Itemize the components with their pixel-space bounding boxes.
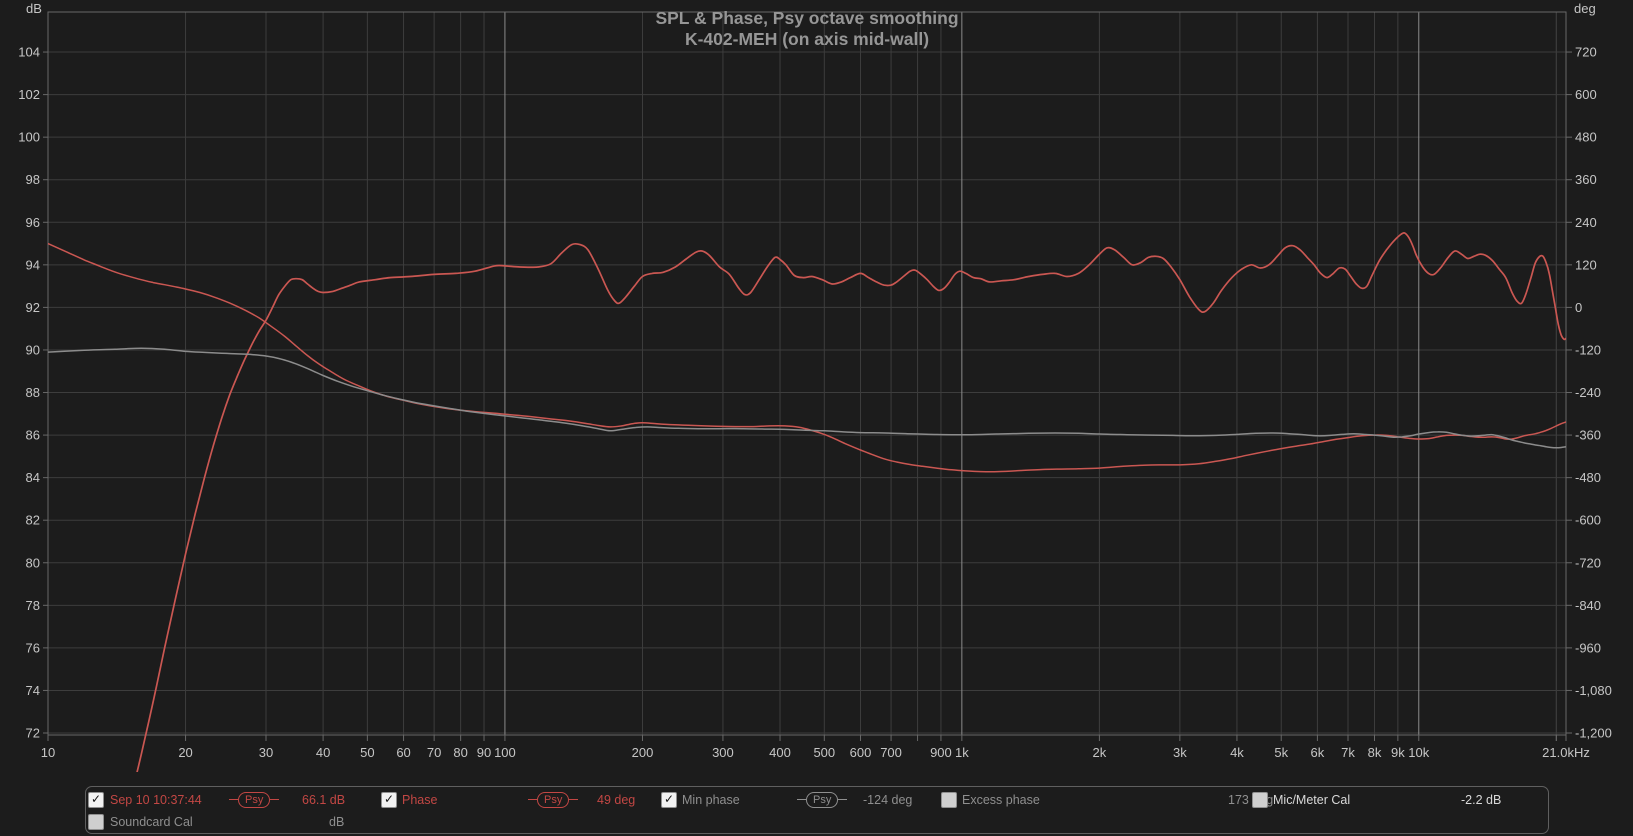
svg-text:104: 104 [18,45,40,60]
svg-text:90: 90 [26,342,40,357]
svg-text:84: 84 [26,470,40,485]
svg-text:700: 700 [880,745,902,760]
min-phase-label: Min phase [682,793,740,807]
svg-text:9k: 9k [1391,745,1405,760]
svg-text:120: 120 [1575,257,1597,272]
svg-text:92: 92 [26,300,40,315]
svg-text:74: 74 [26,683,40,698]
svg-text:76: 76 [26,640,40,655]
svg-text:1k: 1k [955,745,969,760]
phase-label: Phase [402,793,438,807]
soundcard-cal-unit: dB [329,815,345,829]
mic-meter-cal-label: Mic/Meter Cal [1273,793,1351,807]
measurement-checkbox[interactable]: ✓ [88,792,104,808]
trace-sep-10-10-37-44-spl [136,232,1566,772]
svg-text:-720: -720 [1575,555,1601,570]
svg-text:0: 0 [1575,300,1582,315]
grid [48,12,1566,735]
svg-text:78: 78 [26,598,40,613]
svg-text:82: 82 [26,513,40,528]
phase-value: 49 deg [597,793,636,807]
excess-phase-checkbox[interactable] [941,792,957,808]
phase-smoothing-badge[interactable]: Psy [528,791,579,808]
min-phase-smoothing-badge[interactable]: Psy [797,791,848,808]
svg-text:600: 600 [850,745,872,760]
svg-text:600: 600 [1575,87,1597,102]
svg-text:-120: -120 [1575,342,1601,357]
svg-text:5k: 5k [1274,745,1288,760]
excess-phase-label: Excess phase [962,793,1040,807]
svg-text:480: 480 [1575,130,1597,145]
svg-text:100: 100 [494,745,516,760]
svg-text:400: 400 [769,745,791,760]
svg-text:50: 50 [360,745,374,760]
svg-text:30: 30 [259,745,273,760]
axis-labels: 1041021009896949290888684828078767472720… [18,45,1612,760]
min-phase-checkbox[interactable]: ✓ [661,792,677,808]
svg-text:900: 900 [930,745,952,760]
traces [48,232,1566,772]
svg-text:90: 90 [477,745,491,760]
plot-border [47,11,1567,736]
phase-checkbox[interactable]: ✓ [381,792,397,808]
svg-text:200: 200 [632,745,654,760]
right-axis-unit: deg [1574,1,1596,16]
trace-min-phase [48,347,1566,449]
svg-text:10k: 10k [1408,745,1429,760]
svg-text:-1,200: -1,200 [1575,726,1612,741]
svg-text:96: 96 [26,215,40,230]
svg-text:86: 86 [26,428,40,443]
svg-text:60: 60 [396,745,410,760]
svg-text:88: 88 [26,385,40,400]
legend-bar: ✓ Sep 10 10:37:44 Psy 66.1 dB ✓ Phase Psy 49 de… [85,786,1549,834]
soundcard-cal-checkbox[interactable] [88,814,104,830]
axis-ticks [43,51,1572,741]
svg-text:102: 102 [18,87,40,102]
svg-text:80: 80 [453,745,467,760]
svg-text:720: 720 [1575,45,1597,60]
svg-text:240: 240 [1575,215,1597,230]
left-axis-unit: dB [26,1,42,16]
svg-text:500: 500 [813,745,835,760]
min-phase-value: -124 deg [863,793,913,807]
svg-text:94: 94 [26,257,40,272]
svg-text:7k: 7k [1341,745,1355,760]
mic-meter-cal-value: -2.2 dB [1461,793,1502,807]
svg-text:40: 40 [316,745,330,760]
svg-text:21.0kHz: 21.0kHz [1542,745,1590,760]
svg-text:80: 80 [26,555,40,570]
svg-text:72: 72 [26,726,40,741]
svg-text:4k: 4k [1230,745,1244,760]
svg-text:-840: -840 [1575,598,1601,613]
measurement-name[interactable]: Sep 10 10:37:44 [110,793,202,807]
spl-smoothing-badge[interactable]: Psy [229,791,280,808]
trace-phase [48,242,1566,473]
spl-value: 66.1 dB [302,793,346,807]
svg-text:3k: 3k [1173,745,1187,760]
svg-text:20: 20 [178,745,192,760]
svg-text:300: 300 [712,745,734,760]
svg-text:-600: -600 [1575,513,1601,528]
svg-text:10: 10 [41,745,55,760]
mic-meter-cal-checkbox[interactable] [1252,792,1268,808]
svg-text:6k: 6k [1311,745,1325,760]
soundcard-cal-label: Soundcard Cal [110,815,193,829]
svg-text:98: 98 [26,172,40,187]
svg-text:-960: -960 [1575,640,1601,655]
svg-text:-480: -480 [1575,470,1601,485]
svg-text:8k: 8k [1368,745,1382,760]
svg-text:360: 360 [1575,172,1597,187]
svg-text:70: 70 [427,745,441,760]
svg-text:2k: 2k [1093,745,1107,760]
svg-text:-240: -240 [1575,385,1601,400]
svg-text:-1,080: -1,080 [1575,683,1612,698]
svg-text:-360: -360 [1575,428,1601,443]
svg-text:100: 100 [18,130,40,145]
